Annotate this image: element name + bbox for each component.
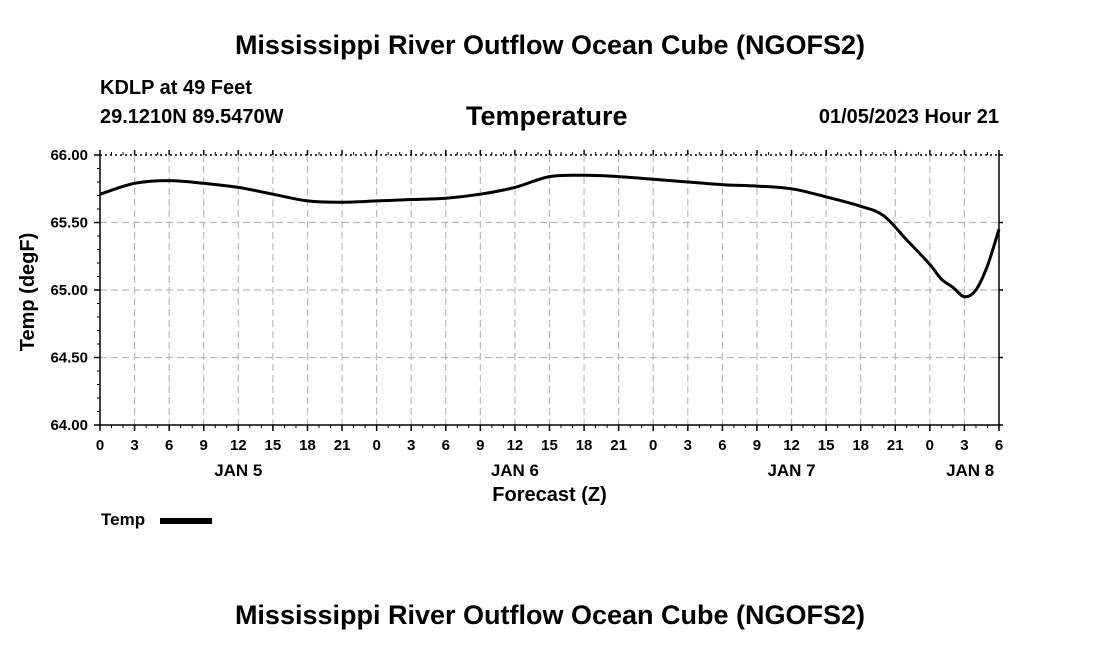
x-tick-label: 6 xyxy=(442,437,450,454)
x-tick-label: 21 xyxy=(887,437,904,454)
date-label: JAN 8 xyxy=(946,461,994,480)
y-axis-title: Temp (degF) xyxy=(17,233,39,352)
x-axis-title: Forecast (Z) xyxy=(492,484,606,506)
station-coordinates: 29.1210N 89.5470W xyxy=(100,106,284,128)
footer-title: Mississippi River Outflow Ocean Cube (NG… xyxy=(234,600,866,630)
date-label: JAN 5 xyxy=(214,461,262,480)
temp-series-line xyxy=(99,173,1001,299)
legend-swatch xyxy=(160,518,212,524)
x-tick-label: 0 xyxy=(926,437,934,454)
x-tick-label: 15 xyxy=(265,437,282,454)
y-tick-label: 65.00 xyxy=(50,282,88,299)
x-tick-label: 9 xyxy=(476,437,484,454)
y-tick-label: 64.50 xyxy=(50,350,88,367)
x-tick-label: 6 xyxy=(165,437,173,454)
x-tick-label: 0 xyxy=(372,437,380,454)
station-label: KDLP at 49 Feet xyxy=(100,77,252,99)
x-tick-label: 0 xyxy=(96,437,104,454)
x-tick-label: 3 xyxy=(684,437,692,454)
date-label: JAN 7 xyxy=(767,461,815,480)
x-tick-label: 18 xyxy=(852,437,869,454)
x-tick-label: 12 xyxy=(230,437,247,454)
x-tick-label: 3 xyxy=(407,437,415,454)
y-tick-label: 66.00 xyxy=(50,147,88,164)
x-tick-label: 12 xyxy=(783,437,800,454)
x-tick-label: 6 xyxy=(995,437,1003,454)
y-tick-label: 64.00 xyxy=(50,417,88,434)
x-tick-label: 18 xyxy=(299,437,316,454)
chart-main-title: Mississippi River Outflow Ocean Cube (NG… xyxy=(234,30,866,60)
x-tick-label: 6 xyxy=(718,437,726,454)
x-tick-label: 21 xyxy=(334,437,351,454)
x-tick-label: 21 xyxy=(610,437,627,454)
x-tick-label: 3 xyxy=(130,437,138,454)
x-tick-label: 18 xyxy=(576,437,593,454)
x-tick-label: 9 xyxy=(753,437,761,454)
x-tick-label: 3 xyxy=(960,437,968,454)
plot-frame xyxy=(94,150,1003,431)
date-label: JAN 6 xyxy=(491,461,539,480)
forecast-datetime: 01/05/2023 Hour 21 xyxy=(818,106,999,128)
variable-title: Temperature xyxy=(466,101,628,131)
legend-label: Temp xyxy=(101,510,146,529)
grid-lines xyxy=(100,155,999,425)
y-tick-label: 65.50 xyxy=(50,215,88,232)
axis-labels: 0 3 6 9 12 15 18 21 0 3 6 9 12 15 18 21 0 3 6 9 12 15 18 21 0 3 66… xyxy=(17,147,1003,506)
x-tick-label: 9 xyxy=(200,437,208,454)
x-tick-label: 0 xyxy=(649,437,657,454)
x-tick-label: 12 xyxy=(507,437,524,454)
x-tick-label: 15 xyxy=(541,437,558,454)
series-layer xyxy=(99,173,1001,299)
x-tick-label: 15 xyxy=(818,437,835,454)
